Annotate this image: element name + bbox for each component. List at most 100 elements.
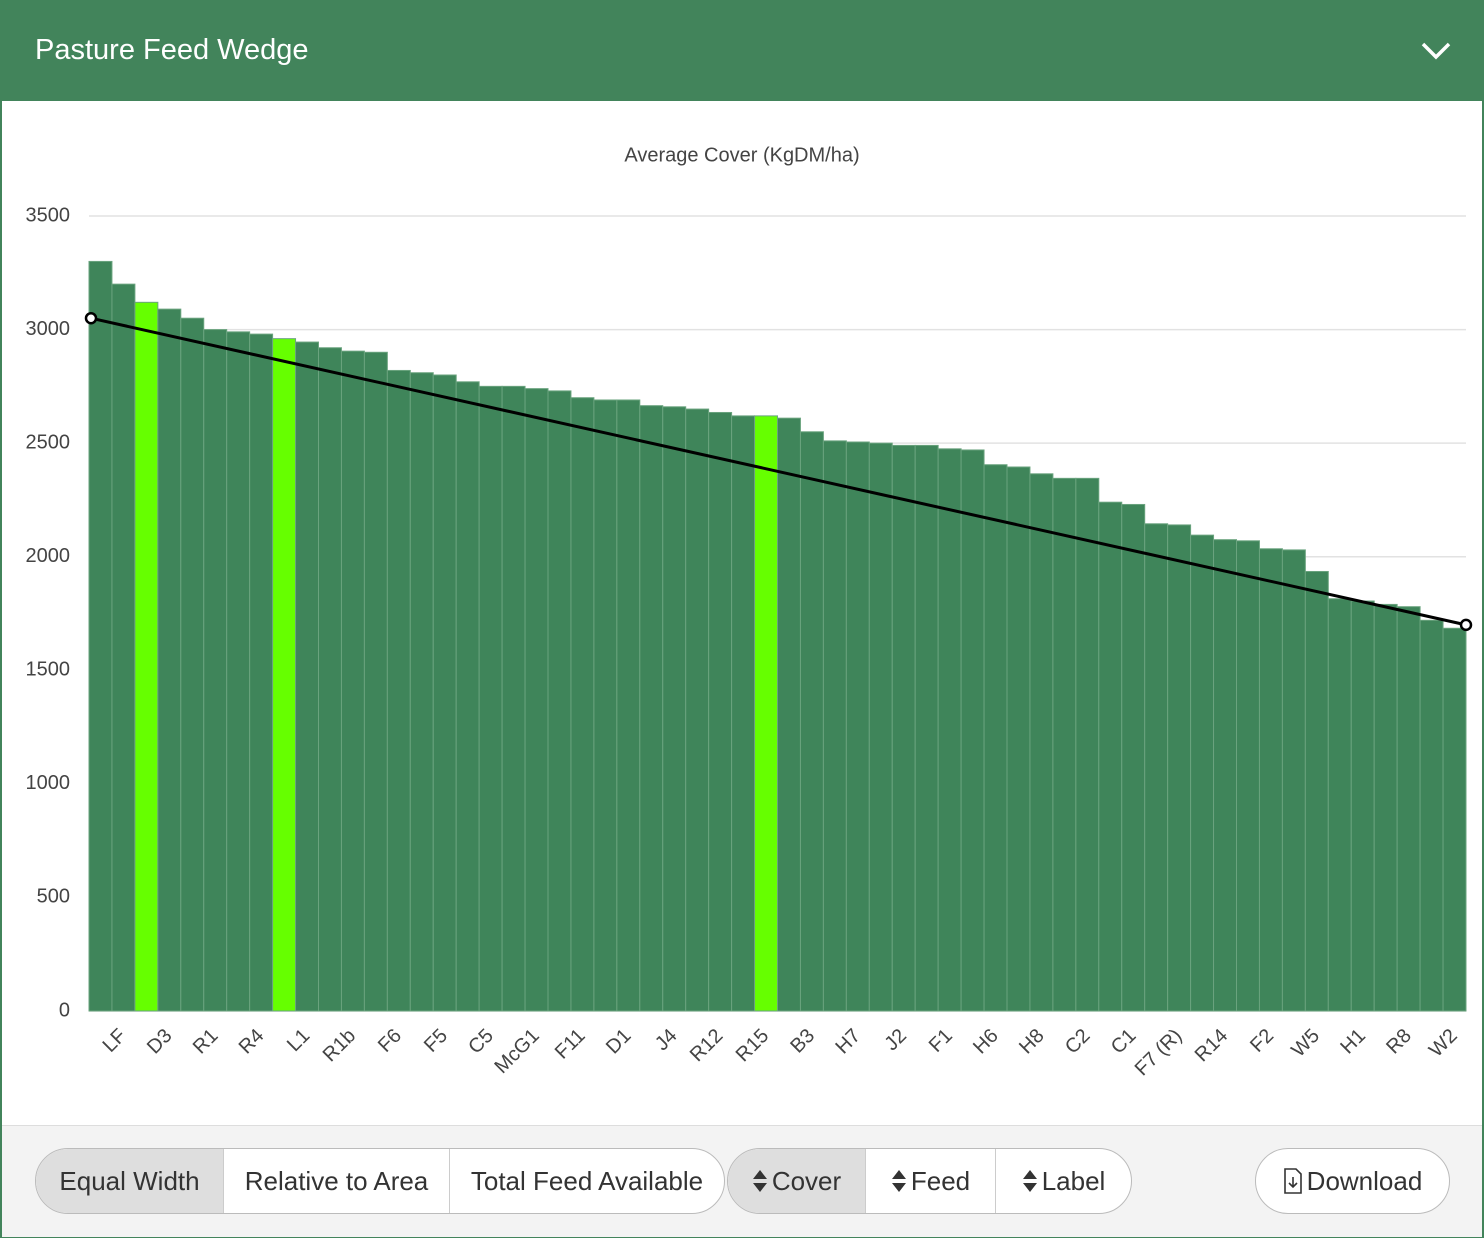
width-button[interactable]: Equal Width [36, 1149, 224, 1213]
x-tick-label: F7 (R) [1131, 1025, 1187, 1081]
bar [799, 431, 824, 1012]
bar [478, 385, 503, 1012]
x-tick-label: H8 [1015, 1025, 1049, 1059]
bar [1442, 627, 1467, 1012]
bar [363, 351, 388, 1012]
x-tick-label: C2 [1061, 1025, 1095, 1059]
y-tick-label: 3000 [26, 318, 71, 340]
x-tick-label: R1 [189, 1025, 223, 1059]
sort-button[interactable]: Feed [866, 1149, 996, 1213]
bar [777, 417, 801, 1012]
sort-icon [891, 1170, 906, 1192]
collapse-chevron[interactable] [1420, 40, 1452, 62]
sort-button[interactable]: Label [996, 1149, 1131, 1213]
sort-icon [752, 1170, 767, 1192]
bar [685, 408, 710, 1012]
bar [180, 317, 205, 1012]
chart-title: Average Cover (KgDM/ha) [624, 144, 859, 166]
bar [845, 441, 870, 1012]
y-tick-label: 0 [59, 999, 70, 1021]
bar [1144, 523, 1169, 1012]
x-tick-label: W2 [1425, 1025, 1462, 1062]
width-button[interactable]: Total Feed Available [470, 1165, 704, 1196]
y-tick-label: 2000 [26, 545, 71, 567]
sort-group: Cover Feed Label [727, 1148, 1132, 1214]
bar [1006, 466, 1031, 1012]
header: Pasture Feed Wedge [2, 2, 1482, 101]
x-tick-label: B3 [786, 1025, 819, 1058]
download-button[interactable]: Download [1256, 1149, 1449, 1213]
bar [639, 405, 664, 1012]
bar [960, 449, 985, 1012]
bar [593, 399, 618, 1012]
x-tick-label: D3 [143, 1025, 177, 1059]
x-tick-label: H7 [831, 1025, 865, 1059]
bar [524, 388, 549, 1012]
bar [731, 415, 756, 1012]
bar [295, 341, 319, 1012]
y-tick-label: 500 [37, 886, 70, 908]
y-tick-label: 1000 [26, 772, 71, 794]
bar [318, 347, 342, 1012]
bar [1350, 600, 1375, 1012]
download-group: Download [1255, 1148, 1450, 1214]
bar [822, 440, 847, 1012]
x-tick-label: J4 [651, 1025, 681, 1055]
x-tick-label: F11 [551, 1025, 590, 1064]
bar [1190, 534, 1215, 1012]
bar [272, 338, 297, 1012]
x-tick-label: F1 [925, 1025, 957, 1057]
bar [754, 415, 778, 1012]
x-tick-label: H6 [969, 1025, 1003, 1059]
x-tick-label: R8 [1382, 1025, 1416, 1059]
y-tick-label: 2500 [26, 431, 71, 453]
x-tick-label: McG1 [491, 1025, 544, 1078]
bar [868, 442, 893, 1012]
x-tick-label: D1 [602, 1025, 636, 1059]
bar [1327, 598, 1352, 1012]
bar [386, 369, 411, 1012]
sort-label: Feed [910, 1165, 971, 1196]
x-tick-label: R12 [686, 1025, 728, 1067]
x-tick-label: R15 [732, 1025, 774, 1067]
bar [708, 411, 733, 1012]
bar [432, 374, 457, 1012]
sort-label: Label [1041, 1165, 1106, 1196]
chart: Average Cover (KgDM/ha) 0 500 1000 1500 2000… [26, 144, 1473, 1081]
x-tick-label: W5 [1287, 1025, 1324, 1062]
bar [1167, 524, 1192, 1012]
x-tick-label: R4 [235, 1025, 269, 1059]
x-tick-label: C1 [1107, 1025, 1141, 1059]
bar [1029, 473, 1054, 1012]
x-tick-label: F6 [374, 1025, 406, 1057]
bar [1075, 477, 1100, 1012]
file-icon [1283, 1168, 1302, 1194]
x-tick-label: F2 [1246, 1025, 1278, 1057]
bar [226, 331, 251, 1012]
x-tick-label: R1b [319, 1025, 361, 1067]
bar [1419, 619, 1444, 1012]
width-group: Equal Width Relative to Area Total Feed … [35, 1148, 725, 1214]
x-tick-label: J2 [881, 1025, 911, 1055]
bar [616, 399, 641, 1012]
trend-line [90, 316, 1467, 627]
trend-endpoint [1459, 618, 1473, 632]
bar [1213, 539, 1238, 1012]
bar [1396, 606, 1421, 1012]
bar [983, 464, 1008, 1012]
x-tick-label: C5 [464, 1025, 498, 1059]
bar [1121, 503, 1146, 1012]
bar [88, 260, 113, 1012]
width-button[interactable]: Relative to Area [224, 1149, 450, 1213]
y-tick-label: 3500 [26, 204, 71, 226]
trend-endpoint [84, 311, 98, 325]
bar [547, 390, 572, 1012]
bar [937, 448, 962, 1012]
x-tick-label: LF [99, 1025, 131, 1057]
toolbar: Equal Width Relative to Area Total Feed … [2, 1125, 1482, 1237]
sort-button[interactable]: Cover [728, 1149, 866, 1213]
bar [891, 444, 916, 1012]
bar [409, 372, 434, 1012]
y-tick-label: 1500 [26, 659, 71, 681]
